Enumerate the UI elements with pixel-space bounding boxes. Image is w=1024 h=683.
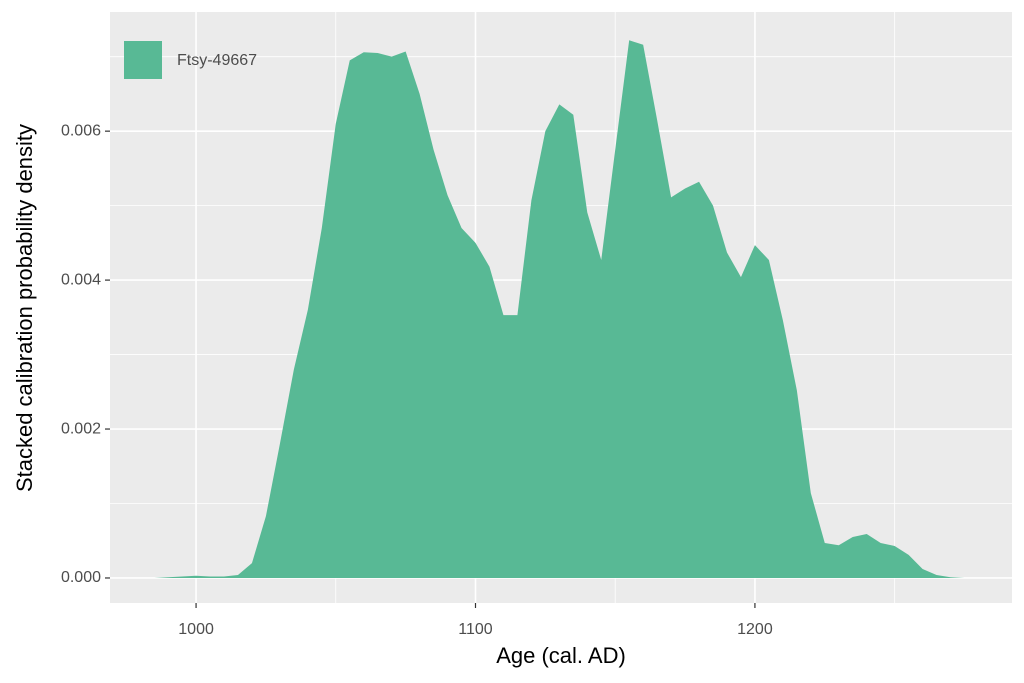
y-tick-label: 0.000 xyxy=(61,569,101,586)
y-tick-label: 0.004 xyxy=(61,271,101,288)
marks: Ftsy-49667 xyxy=(124,40,965,578)
y-tick-label: 0.006 xyxy=(61,122,101,139)
x-tick-label: 1200 xyxy=(737,621,773,638)
legend-label: Ftsy-49667 xyxy=(177,52,257,69)
x-tick-label: 1100 xyxy=(458,621,493,638)
x-axis-label: Age (cal. AD) xyxy=(496,643,626,668)
y-axis-label: Stacked calibration probability density xyxy=(12,124,37,492)
x-tick-label: 1000 xyxy=(178,621,214,638)
area xyxy=(154,40,965,578)
y-tick-label: 0.002 xyxy=(61,420,101,437)
legend-key xyxy=(124,41,162,79)
axes: 1000 1100 1200 0.000 0.002 0.004 0.006 xyxy=(61,122,773,638)
